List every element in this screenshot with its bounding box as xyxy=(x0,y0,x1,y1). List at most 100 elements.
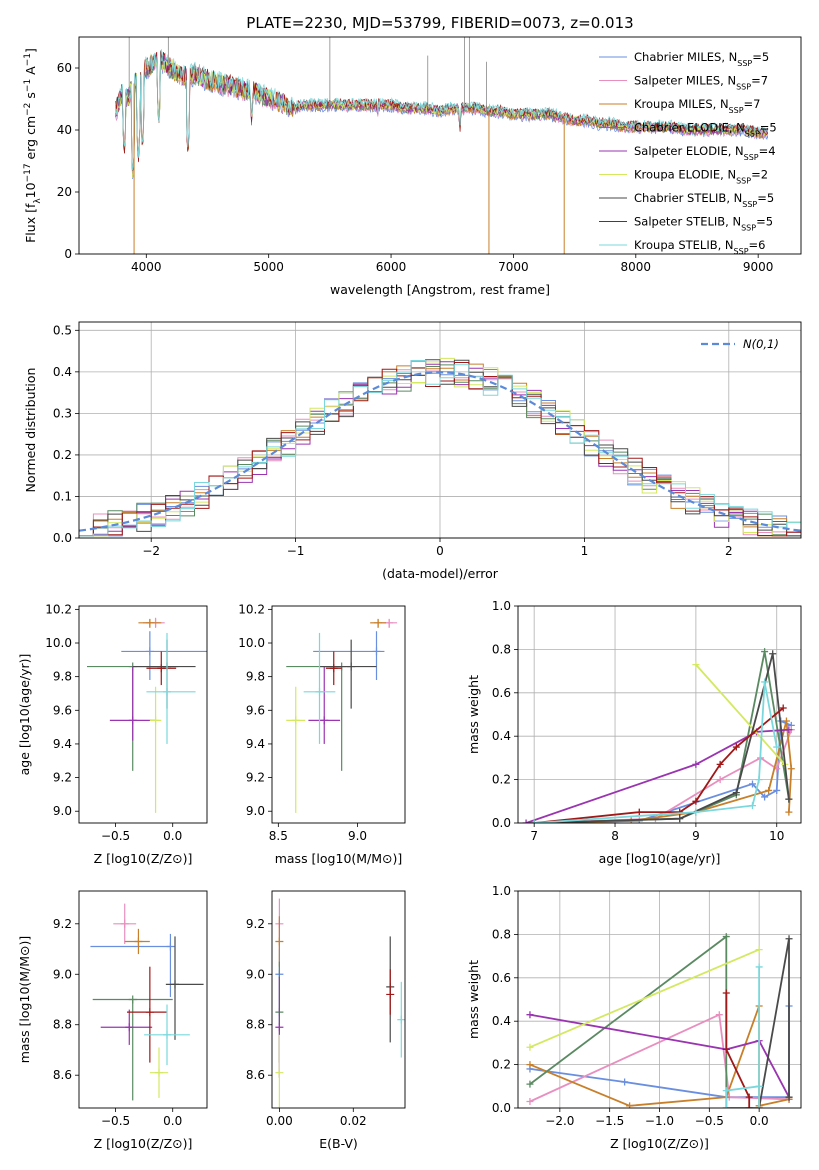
y-tick-label: 10.0 xyxy=(238,636,265,650)
x-tick-label: 9 xyxy=(692,829,700,843)
weight-marker xyxy=(526,1080,534,1088)
x-tick-label: 9.0 xyxy=(348,829,367,843)
weight-marker xyxy=(716,760,724,768)
weight-marker xyxy=(626,1102,634,1108)
weight-marker xyxy=(621,1078,629,1086)
y-tick-label: 1.0 xyxy=(492,884,511,898)
x-axis-label: E(B-V) xyxy=(319,1136,358,1151)
point-marker xyxy=(157,664,166,673)
y-axis-label: Flux [fλ10−17 erg cm−2 s−1 A−1] xyxy=(23,48,43,243)
legend-n: =2 xyxy=(751,168,768,182)
weight-marker xyxy=(530,819,538,823)
y-tick-label: 0 xyxy=(64,247,72,261)
axes-frame xyxy=(78,890,208,1109)
y-tick-label: 0.3 xyxy=(53,406,72,420)
y-tick-label: 10.2 xyxy=(238,602,265,616)
legend-entry: Salpeter ELODIE, NSSP=4 xyxy=(634,144,776,162)
weight-vs-age-panel: 7 8 9 10 0.0 0.2 0.4 0.6 0.8 1.0 age [log10(age/yr… xyxy=(466,599,802,866)
legend-sub: SSP xyxy=(729,106,744,115)
point-marker xyxy=(155,1068,163,1077)
weight-marker xyxy=(722,933,730,941)
point-marker xyxy=(374,618,383,627)
legend-name: Chabrier MILES, N xyxy=(634,50,737,64)
legend-entry: Chabrier MILES, NSSP=5 xyxy=(634,50,769,68)
x-tick-label: −1.5 xyxy=(595,1114,624,1128)
y-tick-label: 0.2 xyxy=(492,1058,511,1072)
legend-name: Salpeter ELODIE, N xyxy=(634,144,744,158)
legend-n: =7 xyxy=(744,97,761,111)
age-vs-mass-points xyxy=(286,618,398,813)
y-tick-label: 8.6 xyxy=(53,1068,72,1082)
weight-vs-Z-panel: −2.0 −1.5 −1.0 −0.5 0.0 0.0 0.2 0.4 0.6 0.8 1.0 Z [… xyxy=(466,884,802,1151)
legend-n: =7 xyxy=(751,74,768,88)
y-tick-label: 9.8 xyxy=(246,670,265,684)
legend-sub: SSP xyxy=(742,200,757,209)
y-tick-label: 0.4 xyxy=(492,729,511,743)
legend-sub: SSP xyxy=(736,176,751,185)
legend-entry: Kroupa ELODIE, NSSP=2 xyxy=(634,168,768,186)
x-tick-label: 10 xyxy=(769,829,784,843)
y-axis-label: Normed distribution xyxy=(23,368,38,493)
weight-marker xyxy=(526,1061,534,1069)
point-marker xyxy=(275,1023,284,1032)
mass-vs-ebv-points xyxy=(275,898,405,1108)
spectrum-line-8 xyxy=(115,50,769,171)
weight-marker xyxy=(761,678,769,686)
point-marker xyxy=(128,995,137,1004)
weight-line-3 xyxy=(529,934,760,1108)
figure-title: PLATE=2230, MJD=53799, FIBERID=0073, z=0… xyxy=(246,14,633,32)
weight-line-8 xyxy=(725,967,760,1108)
y-tick-label: 0.4 xyxy=(53,365,72,379)
panels: 4000 5000 6000 7000 8000 90000204060wavelengt… xyxy=(17,36,802,1151)
y-tick-label: 10.2 xyxy=(45,602,72,616)
x-tick-label: 5000 xyxy=(253,260,284,274)
y-tick-label: 9.6 xyxy=(53,703,72,717)
weight-marker xyxy=(722,989,730,997)
weight-line-5 xyxy=(529,948,760,1049)
weight-marker xyxy=(692,808,700,816)
weight-marker xyxy=(785,795,793,803)
legend-name: Kroupa STELIB, N xyxy=(634,238,734,252)
x-tick-label: −1.0 xyxy=(645,1114,674,1128)
y-tick-label: 0.5 xyxy=(53,323,72,337)
weight-marker xyxy=(761,793,769,801)
legend-n: =5 xyxy=(760,121,777,135)
legend-sub: SSP xyxy=(744,153,759,162)
weight-line-6 xyxy=(758,938,790,1108)
weight-marker xyxy=(692,797,700,805)
x-tick-label: 6000 xyxy=(376,260,407,274)
weight-line-8 xyxy=(534,681,778,823)
x-tick-label: 7 xyxy=(530,829,538,843)
weight-marker xyxy=(761,648,769,656)
legend-gaussian: N(0,1) xyxy=(743,337,779,351)
legend-n: =4 xyxy=(759,144,776,158)
point-marker xyxy=(275,937,284,946)
weight-line-7 xyxy=(725,993,751,1108)
point-marker xyxy=(134,937,143,946)
x-tick-label: −2.0 xyxy=(545,1114,574,1128)
point-marker xyxy=(386,990,395,999)
legend-name: Salpeter STELIB, N xyxy=(634,215,741,229)
weight-marker xyxy=(748,780,756,788)
age-vs-Z-panel: −0.5 0.0 9.0 9.2 9.4 9.6 9.8 10.0 10.2 Z [log10(Z… xyxy=(17,602,208,866)
x-tick-label: 0.0 xyxy=(750,1114,769,1128)
x-tick-label: 2 xyxy=(725,544,733,558)
legend-sub: SSP xyxy=(737,59,752,68)
y-axis-label: mass weight xyxy=(466,675,481,754)
y-tick-label: 9.6 xyxy=(246,703,265,717)
weight-marker xyxy=(526,1097,534,1105)
x-tick-label: −2 xyxy=(142,544,160,558)
spectrum-panel: 4000 5000 6000 7000 8000 9000 0 20 40 60 wavelengt… xyxy=(23,36,802,297)
legend-entry: Salpeter MILES, NSSP=7 xyxy=(634,74,768,92)
axes-frame xyxy=(271,890,406,1109)
legend-entry: Kroupa MILES, NSSP=7 xyxy=(634,97,760,115)
age-vs-Z-points xyxy=(87,617,207,813)
axes-frame xyxy=(78,605,208,824)
y-tick-label: 9.2 xyxy=(246,771,265,785)
point-marker xyxy=(145,647,154,656)
y-tick-label: 0.0 xyxy=(492,816,511,830)
x-axis-label: Z [log10(Z/Z⊙)] xyxy=(610,1136,709,1151)
y-tick-label: 8.8 xyxy=(246,1018,265,1032)
weight-line-4 xyxy=(525,728,789,823)
